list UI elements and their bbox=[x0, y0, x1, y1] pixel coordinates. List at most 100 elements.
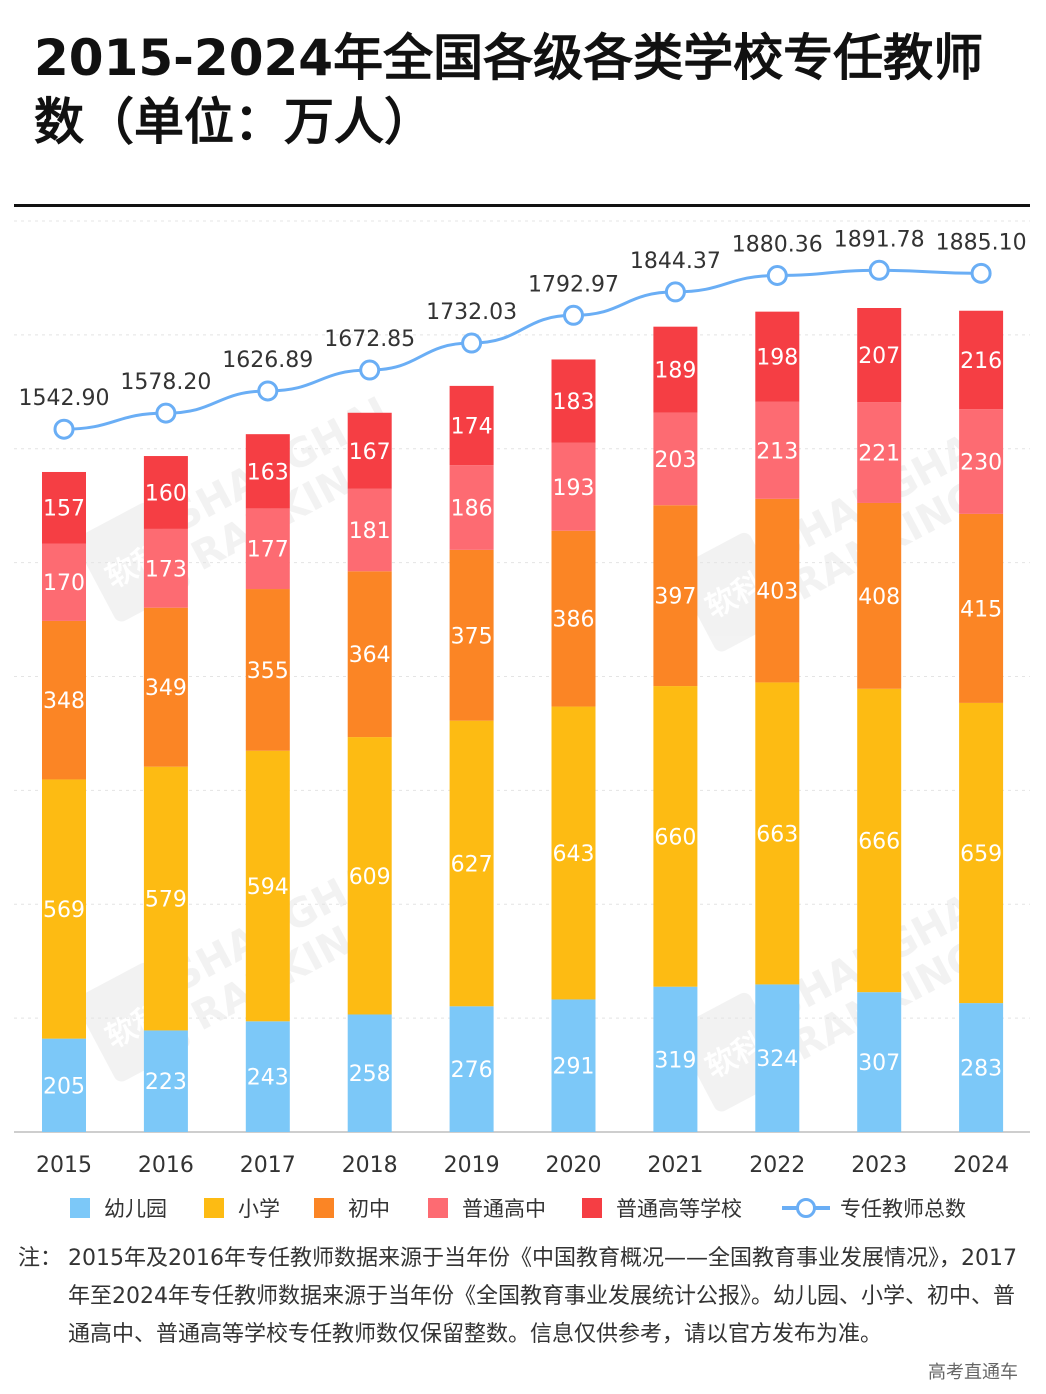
bar-segment bbox=[551, 442, 596, 531]
bar-segment bbox=[347, 412, 392, 489]
bar-value-label: 283 bbox=[960, 1057, 1002, 1082]
bar-segment bbox=[959, 513, 1004, 703]
bar-segment bbox=[42, 1038, 86, 1132]
bar-value-label: 569 bbox=[43, 898, 85, 923]
x-tick-label: 2018 bbox=[342, 1153, 398, 1178]
total-value-label: 1672.85 bbox=[324, 327, 415, 352]
bar-value-label: 643 bbox=[553, 842, 595, 867]
bar-segment bbox=[551, 999, 596, 1132]
bar-segment bbox=[857, 402, 902, 503]
x-tick-label: 2019 bbox=[444, 1153, 500, 1178]
legend-label: 小学 bbox=[238, 1197, 280, 1221]
bar-segment bbox=[245, 589, 290, 751]
bar-value-label: 243 bbox=[247, 1066, 289, 1091]
legend-swatch bbox=[428, 1198, 448, 1218]
title-divider bbox=[14, 204, 1030, 207]
bar-segment bbox=[449, 385, 494, 466]
bar-value-label: 415 bbox=[960, 597, 1002, 622]
legend-item: 普通高等学校 bbox=[582, 1190, 742, 1226]
footnote: 注： 2015年及2016年专任教师数据来源于当年份《中国教育概况——全国教育事… bbox=[18, 1240, 1030, 1354]
footnote-label: 注： bbox=[18, 1246, 63, 1271]
bar-value-label: 258 bbox=[349, 1062, 391, 1087]
bar-segment bbox=[653, 412, 698, 506]
bar-value-label: 660 bbox=[654, 825, 696, 850]
bar-value-label: 216 bbox=[960, 349, 1002, 374]
bar-segment bbox=[245, 434, 290, 509]
chart-legend: 幼儿园 小学 初中 普通高中 普通高等学校 专任教师总数 bbox=[70, 1190, 1030, 1226]
bar-segment bbox=[755, 498, 800, 683]
x-tick-label: 2020 bbox=[546, 1153, 602, 1178]
bar-segment bbox=[755, 401, 800, 499]
legend-line-swatch bbox=[782, 1198, 830, 1218]
total-marker bbox=[970, 262, 992, 284]
source-credit: 高考直通车 bbox=[928, 1362, 1018, 1383]
bar-segment bbox=[347, 571, 392, 738]
chart-title: 2015-2024年全国各级各类学校专任教师数（单位：万人） bbox=[34, 29, 984, 151]
bar-segment bbox=[245, 508, 290, 590]
total-value-label: 1732.03 bbox=[426, 300, 517, 325]
bar-value-label: 663 bbox=[756, 822, 798, 847]
bar-segment bbox=[143, 607, 188, 767]
bar-segment bbox=[551, 530, 596, 707]
bar-segment bbox=[755, 311, 800, 402]
bar-value-label: 319 bbox=[654, 1048, 696, 1073]
bar-value-label: 173 bbox=[145, 557, 187, 582]
legend-swatch bbox=[204, 1198, 224, 1218]
bar-segment bbox=[42, 779, 86, 1039]
bar-value-label: 174 bbox=[451, 415, 493, 440]
total-marker bbox=[868, 259, 890, 281]
bar-segment bbox=[449, 720, 494, 1007]
bar-segment bbox=[959, 1003, 1004, 1132]
bar-segment bbox=[143, 766, 188, 1031]
x-tick-label: 2023 bbox=[851, 1153, 907, 1178]
bar-segment bbox=[755, 682, 800, 985]
bar-value-label: 183 bbox=[553, 390, 595, 415]
total-marker bbox=[766, 264, 788, 286]
legend-label: 幼儿园 bbox=[104, 1197, 167, 1221]
bar-value-label: 609 bbox=[349, 865, 391, 890]
total-value-label: 1542.90 bbox=[19, 386, 110, 411]
bar-segment bbox=[245, 750, 290, 1022]
total-line bbox=[63, 268, 982, 431]
bar-segment bbox=[42, 471, 86, 544]
bar-value-label: 203 bbox=[654, 448, 696, 473]
bar-value-label: 349 bbox=[145, 676, 187, 701]
bar-value-label: 386 bbox=[553, 608, 595, 633]
bar-value-label: 177 bbox=[247, 538, 289, 563]
total-marker bbox=[257, 380, 279, 402]
bar-value-label: 659 bbox=[960, 842, 1002, 867]
total-marker bbox=[461, 332, 483, 354]
legend-label: 普通高中 bbox=[462, 1197, 546, 1221]
bar-value-label: 324 bbox=[756, 1047, 798, 1072]
bar-value-label: 207 bbox=[858, 344, 900, 369]
bar-value-label: 375 bbox=[451, 624, 493, 649]
bar-value-label: 163 bbox=[247, 460, 289, 485]
bar-segment bbox=[449, 1006, 494, 1132]
bar-value-label: 205 bbox=[43, 1074, 85, 1099]
bar-segment bbox=[551, 706, 596, 1000]
bar-value-label: 364 bbox=[349, 643, 391, 668]
total-marker bbox=[359, 359, 381, 381]
x-tick-label: 2021 bbox=[647, 1153, 703, 1178]
bar-segment bbox=[143, 1030, 188, 1132]
bar-value-label: 594 bbox=[247, 875, 289, 900]
bar-segment bbox=[449, 549, 494, 721]
bar-segment bbox=[857, 308, 902, 403]
bar-segment bbox=[347, 1014, 392, 1132]
total-value-label: 1626.89 bbox=[222, 348, 313, 373]
legend-swatch bbox=[582, 1198, 602, 1218]
footnote-text: 2015年及2016年专任教师数据来源于当年份《中国教育概况——全国教育事业发展… bbox=[68, 1246, 1017, 1347]
bar-value-label: 213 bbox=[756, 439, 798, 464]
bar-segment bbox=[755, 984, 800, 1132]
bar-value-label: 403 bbox=[756, 580, 798, 605]
bar-value-label: 223 bbox=[145, 1070, 187, 1095]
bar-value-label: 193 bbox=[553, 476, 595, 501]
bar-value-label: 307 bbox=[858, 1051, 900, 1076]
bar-value-label: 408 bbox=[858, 585, 900, 610]
bar-value-label: 186 bbox=[451, 497, 493, 522]
bar-segment bbox=[857, 992, 902, 1132]
bar-segment bbox=[143, 528, 188, 608]
total-value-label: 1880.36 bbox=[732, 232, 823, 257]
x-tick-label: 2022 bbox=[749, 1153, 805, 1178]
bar-value-label: 189 bbox=[654, 359, 696, 384]
